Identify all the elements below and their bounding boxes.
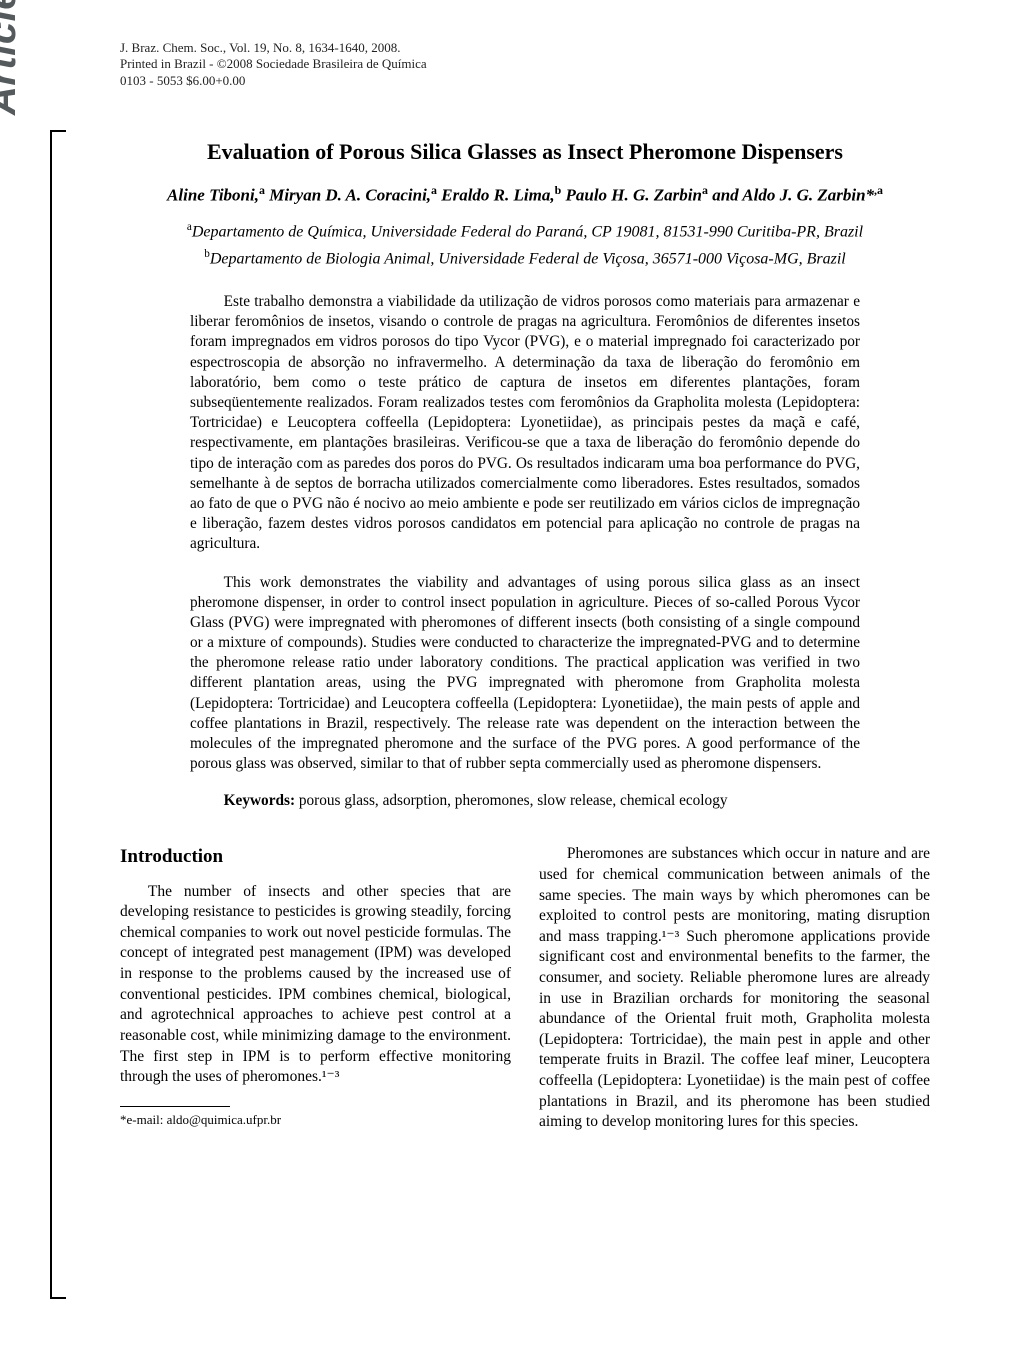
journal-header: J. Braz. Chem. Soc., Vol. 19, No. 8, 163… xyxy=(120,40,930,89)
footnote-rule xyxy=(120,1106,230,1107)
keywords-text: porous glass, adsorption, pheromones, sl… xyxy=(295,792,727,809)
keywords-label: Keywords: xyxy=(224,792,295,809)
left-column: Introduction The number of insects and o… xyxy=(120,844,511,1133)
abstract-pt-text: Este trabalho demonstra a viabilidade da… xyxy=(190,292,860,554)
right-column: Pheromones are substances which occur in… xyxy=(539,844,930,1133)
journal-issn-price: 0103 - 5053 $6.00+0.00 xyxy=(120,73,930,89)
authors: Aline Tiboni,a Miryan D. A. Coracini,a E… xyxy=(120,183,930,206)
intro-paragraph-left: The number of insects and other species … xyxy=(120,882,511,1088)
keywords-line: Keywords: porous glass, adsorption, pher… xyxy=(190,792,860,810)
affiliation-b: bDepartamento de Biologia Animal, Univer… xyxy=(120,248,930,268)
abstract-english: This work demonstrates the viability and… xyxy=(190,573,860,775)
journal-citation: J. Braz. Chem. Soc., Vol. 19, No. 8, 163… xyxy=(120,40,930,56)
article-title: Evaluation of Porous Silica Glasses as I… xyxy=(120,139,930,165)
intro-paragraph-right: Pheromones are substances which occur in… xyxy=(539,844,930,1133)
affiliation-a: aDepartamento de Química, Universidade F… xyxy=(120,221,930,241)
abstracts-container: Este trabalho demonstra a viabilidade da… xyxy=(190,292,860,774)
journal-copyright: Printed in Brazil - ©2008 Sociedade Bras… xyxy=(120,56,930,72)
corresponding-email-footnote: *e-mail: aldo@quimica.ufpr.br xyxy=(120,1111,511,1128)
left-gutter-rule xyxy=(50,130,66,1299)
page: J. Braz. Chem. Soc., Vol. 19, No. 8, 163… xyxy=(0,0,1020,1359)
abstract-portuguese: Este trabalho demonstra a viabilidade da… xyxy=(190,292,860,554)
abstract-en-text: This work demonstrates the viability and… xyxy=(190,573,860,775)
body-columns: Introduction The number of insects and o… xyxy=(120,844,930,1133)
article-type-label: Article xyxy=(0,0,25,115)
section-heading-introduction: Introduction xyxy=(120,844,511,869)
